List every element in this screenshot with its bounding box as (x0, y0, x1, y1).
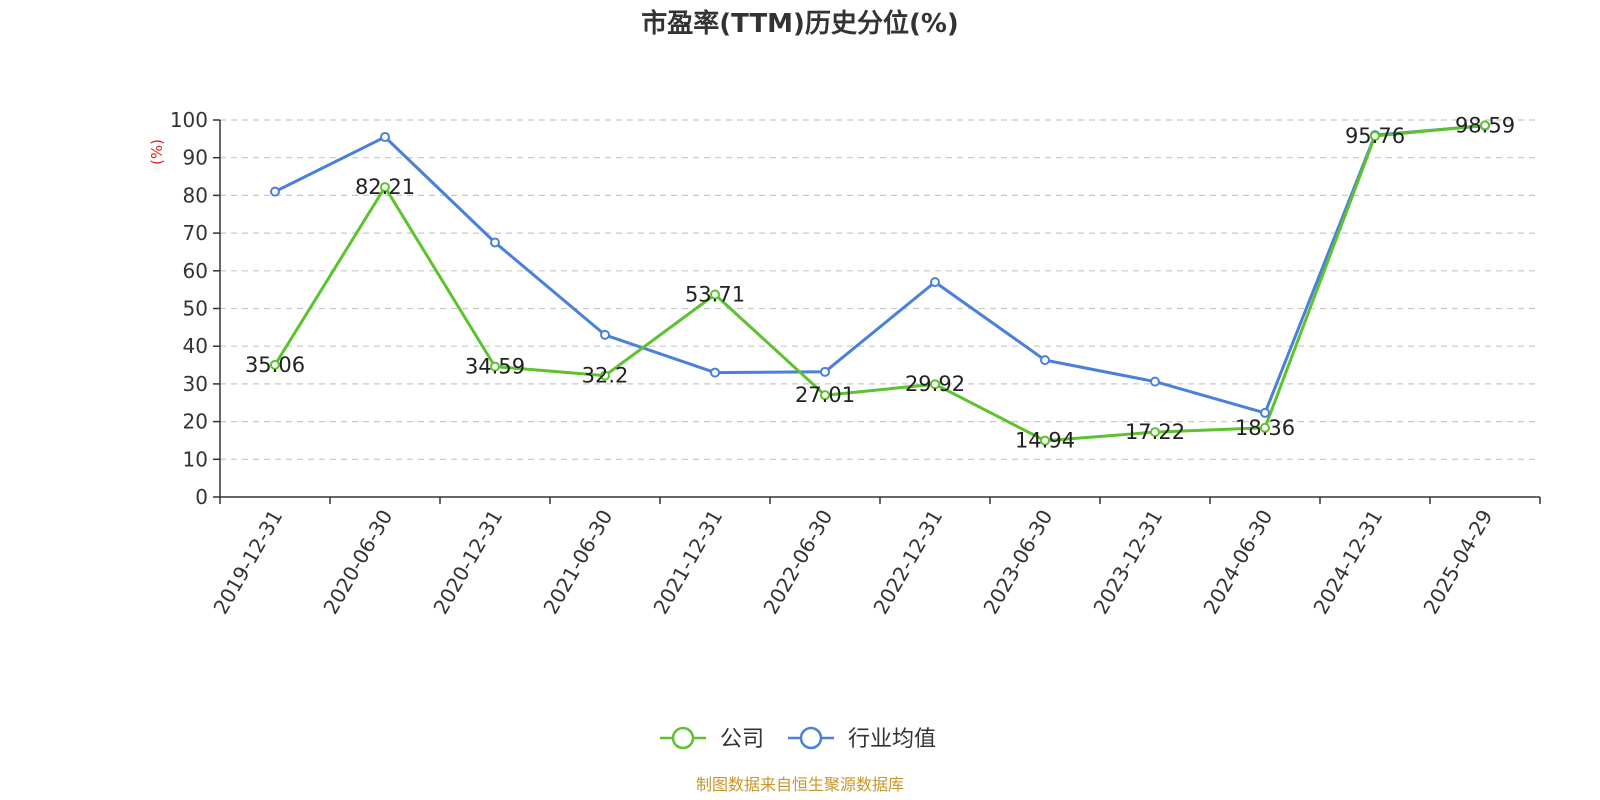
data-point-series-0[interactable] (270, 359, 280, 370)
legend-company-label: 公司 (720, 727, 764, 752)
data-label: 18.36 (1235, 416, 1295, 440)
legend: 公司 行业均值 (660, 726, 936, 752)
data-labels: 35.06 82.21 34.59 32.2 53.71 27.01 29.92 14.94 1… (245, 113, 1515, 452)
data-label: 95.76 (1345, 124, 1405, 148)
series-points (270, 120, 1490, 446)
data-point-series-0[interactable] (1260, 422, 1270, 433)
legend-industry-marker-icon (799, 726, 823, 750)
grid-lines (220, 119, 1540, 460)
data-label: 29.92 (905, 372, 965, 396)
y-tick-label: 0 (195, 485, 208, 509)
data-point-series-1[interactable] (930, 277, 940, 288)
x-tick-label: 2019-12-31 (208, 506, 287, 619)
data-point-series-1[interactable] (380, 131, 390, 142)
series-line-0 (273, 123, 1486, 443)
y-tick-label: 30 (183, 372, 208, 396)
data-point-series-1[interactable] (270, 186, 280, 197)
legend-industry-label: 行业均值 (848, 727, 936, 752)
x-tick-label: 2022-06-30 (758, 506, 837, 619)
data-label: 98.59 (1455, 113, 1515, 137)
y-axis-unit-label: (%) (148, 139, 166, 165)
y-tick-label: 90 (183, 146, 208, 170)
data-point-series-0[interactable] (1370, 130, 1380, 141)
data-point-series-1[interactable] (1040, 355, 1050, 366)
x-tick-label: 2021-06-30 (538, 506, 617, 619)
x-tick-label: 2022-12-31 (868, 506, 947, 619)
data-point-series-1[interactable] (710, 367, 720, 378)
data-point-series-0[interactable] (1040, 435, 1050, 446)
x-tick-label: 2020-06-30 (318, 506, 397, 619)
data-point-series-0[interactable] (600, 370, 610, 381)
x-tick-label: 2021-12-31 (648, 506, 727, 619)
data-label: 27.01 (795, 383, 855, 407)
x-axis: 2019-12-31 2020-06-30 2020-12-31 2021-06-30… (208, 496, 1541, 619)
chart-title: 市盈率(TTM)历史分位(%) (641, 8, 959, 39)
data-source-note: 制图数据来自恒生聚源数据库 (696, 775, 904, 794)
data-point-series-1[interactable] (600, 329, 610, 340)
legend-company-marker-icon (671, 726, 695, 750)
data-label: 17.22 (1125, 420, 1185, 444)
y-tick-label: 80 (183, 183, 208, 207)
data-point-series-0[interactable] (380, 182, 390, 193)
series-line-1 (274, 124, 1486, 415)
data-label: 35.06 (245, 353, 305, 377)
data-point-series-0[interactable] (710, 289, 720, 300)
data-point-series-0[interactable] (820, 390, 830, 401)
y-axis-ticks: 0 10 20 30 40 50 60 70 80 90 100 (170, 108, 221, 509)
x-tick-label: 2023-12-31 (1088, 506, 1167, 619)
y-tick-label: 60 (183, 259, 208, 283)
data-point-series-1[interactable] (490, 237, 500, 248)
x-tick-label: 2024-12-31 (1308, 506, 1387, 619)
legend-item-industry-average[interactable]: 行业均值 (788, 726, 936, 752)
data-label: 53.71 (685, 283, 745, 307)
y-tick-label: 20 (183, 410, 208, 434)
y-tick-label: 40 (183, 334, 208, 358)
data-label: 32.2 (582, 364, 629, 388)
x-tick-label: 2024-06-30 (1198, 506, 1277, 619)
data-point-series-0[interactable] (1480, 120, 1490, 131)
legend-item-company[interactable]: 公司 (660, 726, 764, 752)
data-label: 34.59 (465, 355, 525, 379)
data-point-series-1[interactable] (820, 366, 830, 377)
y-tick-label: 10 (183, 447, 208, 471)
data-point-series-0[interactable] (1150, 427, 1160, 438)
x-tick-label: 2025-04-29 (1418, 506, 1497, 619)
data-point-series-0[interactable] (930, 379, 940, 390)
y-tick-label: 50 (183, 297, 208, 321)
x-tick-label: 2023-06-30 (978, 506, 1057, 619)
data-label: 82.21 (355, 175, 415, 199)
series-lines (273, 123, 1486, 443)
data-point-series-1[interactable] (1260, 407, 1270, 418)
data-point-series-1[interactable] (1150, 376, 1160, 387)
data-point-series-0[interactable] (490, 361, 500, 372)
y-tick-label: 70 (183, 221, 208, 245)
y-tick-label: 100 (170, 108, 208, 132)
data-label: 14.94 (1015, 429, 1075, 453)
x-tick-label: 2020-12-31 (428, 506, 507, 619)
